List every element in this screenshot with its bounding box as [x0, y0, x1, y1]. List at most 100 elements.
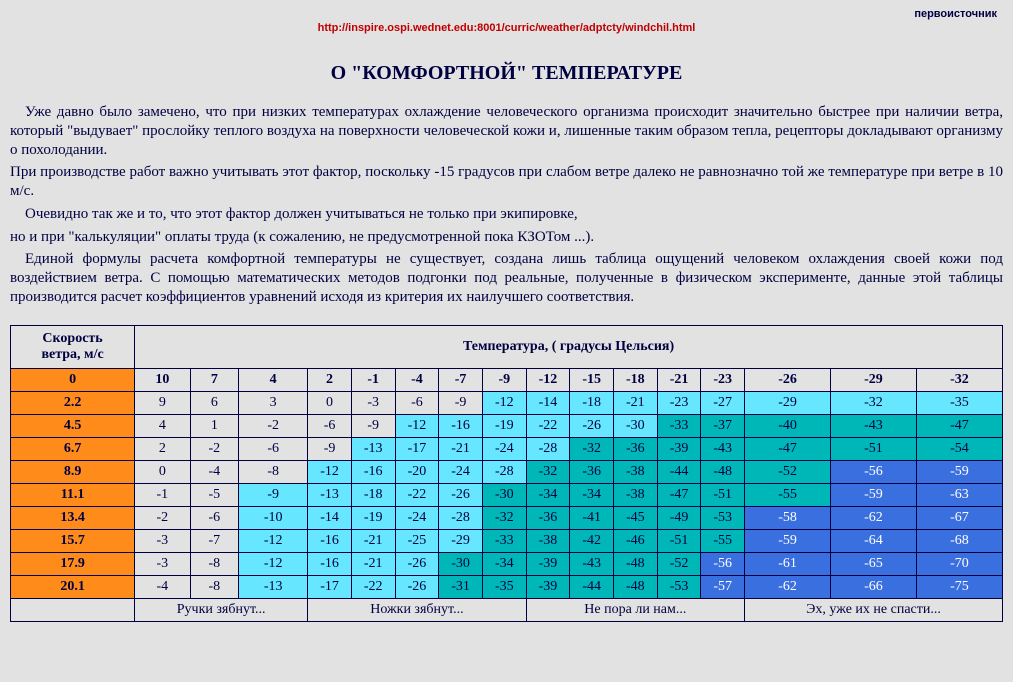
windchill-cell: -37	[701, 414, 745, 437]
windchill-cell: -13	[351, 437, 395, 460]
windchill-cell: -63	[916, 483, 1002, 506]
windchill-cell: -2	[135, 506, 190, 529]
windchill-cell: -14	[526, 391, 570, 414]
temperature-column-header: 10	[135, 368, 190, 391]
windchill-cell: -42	[570, 529, 614, 552]
windchill-cell: -24	[439, 460, 483, 483]
temperature-column-header: -29	[831, 368, 917, 391]
windchill-cell: -16	[351, 460, 395, 483]
temperature-header: Температура, ( градусы Цельсия)	[135, 325, 1003, 368]
windchill-cell: -70	[916, 552, 1002, 575]
windchill-cell: -45	[614, 506, 658, 529]
windchill-cell: -43	[701, 437, 745, 460]
windchill-table: Скоростьветра, м/сТемпература, ( градусы…	[10, 325, 1003, 622]
windchill-cell: -52	[657, 552, 701, 575]
source-link[interactable]: http://inspire.ospi.wednet.edu:8001/curr…	[10, 22, 1003, 34]
windchill-cell: -43	[831, 414, 917, 437]
windchill-cell: -18	[351, 483, 395, 506]
windchill-cell: -2	[239, 414, 308, 437]
windchill-cell: -18	[570, 391, 614, 414]
windchill-cell: -21	[614, 391, 658, 414]
windchill-cell: -32	[570, 437, 614, 460]
windchill-cell: 3	[239, 391, 308, 414]
temperature-column-header: -32	[916, 368, 1002, 391]
windchill-cell: -10	[239, 506, 308, 529]
windchill-cell: -64	[831, 529, 917, 552]
windchill-cell: -52	[745, 460, 831, 483]
windchill-cell: -51	[701, 483, 745, 506]
windchill-cell: -48	[614, 552, 658, 575]
windchill-cell: -6	[395, 391, 439, 414]
windchill-cell: -75	[916, 575, 1002, 598]
windchill-cell: -53	[701, 506, 745, 529]
windchill-cell: -21	[439, 437, 483, 460]
windchill-cell: -32	[482, 506, 526, 529]
windchill-cell: -33	[482, 529, 526, 552]
windchill-cell: -36	[526, 506, 570, 529]
windchill-cell: -20	[395, 460, 439, 483]
windchill-cell: -59	[916, 460, 1002, 483]
windchill-cell: -54	[916, 437, 1002, 460]
wind-speed-cell: 11.1	[11, 483, 135, 506]
temperature-column-header: -1	[351, 368, 395, 391]
footer-zone-label: Эх, уже их не спасти...	[745, 598, 1003, 621]
windchill-cell: -43	[570, 552, 614, 575]
windchill-cell: -56	[701, 552, 745, 575]
wind-speed-cell: 6.7	[11, 437, 135, 460]
windchill-cell: -5	[190, 483, 239, 506]
temperature-column-header: -18	[614, 368, 658, 391]
windchill-cell: -26	[395, 552, 439, 575]
wind-speed-cell: 20.1	[11, 575, 135, 598]
windchill-cell: -6	[239, 437, 308, 460]
temperature-column-header: -4	[395, 368, 439, 391]
windchill-cell: -9	[239, 483, 308, 506]
wind-speed-cell: 17.9	[11, 552, 135, 575]
footer-zone-label: Не пора ли нам...	[526, 598, 744, 621]
windchill-cell: -49	[657, 506, 701, 529]
windchill-cell: -19	[351, 506, 395, 529]
windchill-cell: -6	[190, 506, 239, 529]
windchill-cell: -26	[570, 414, 614, 437]
temperature-column-header: -9	[482, 368, 526, 391]
windchill-cell: -9	[439, 391, 483, 414]
windchill-cell: -38	[614, 460, 658, 483]
windchill-cell: -62	[831, 506, 917, 529]
windchill-cell: -35	[916, 391, 1002, 414]
temperature-column-header: -12	[526, 368, 570, 391]
windchill-cell: -32	[831, 391, 917, 414]
windchill-cell: -55	[745, 483, 831, 506]
windchill-cell: -30	[439, 552, 483, 575]
wind-speed-cell: 0	[11, 368, 135, 391]
windchill-cell: 6	[190, 391, 239, 414]
windchill-cell: -16	[308, 529, 352, 552]
windchill-cell: -27	[701, 391, 745, 414]
windchill-cell: -21	[351, 529, 395, 552]
corner-header: Скоростьветра, м/с	[11, 325, 135, 368]
windchill-cell: -38	[526, 529, 570, 552]
windchill-cell: -22	[351, 575, 395, 598]
wind-speed-cell: 15.7	[11, 529, 135, 552]
paragraph: Единой формулы расчета комфортной темпер…	[10, 250, 1003, 306]
temperature-column-header: 2	[308, 368, 352, 391]
windchill-cell: -26	[395, 575, 439, 598]
windchill-cell: -9	[308, 437, 352, 460]
footer-blank	[11, 598, 135, 621]
windchill-cell: -12	[482, 391, 526, 414]
windchill-cell: -2	[190, 437, 239, 460]
windchill-cell: -28	[439, 506, 483, 529]
windchill-cell: -67	[916, 506, 1002, 529]
windchill-cell: -35	[482, 575, 526, 598]
windchill-cell: -34	[526, 483, 570, 506]
windchill-cell: -65	[831, 552, 917, 575]
wind-speed-cell: 4.5	[11, 414, 135, 437]
windchill-cell: -9	[351, 414, 395, 437]
windchill-cell: -51	[657, 529, 701, 552]
windchill-cell: -21	[351, 552, 395, 575]
windchill-cell: -57	[701, 575, 745, 598]
page: первоисточник http://inspire.ospi.wednet…	[0, 0, 1013, 632]
windchill-cell: -56	[831, 460, 917, 483]
footer-zone-label: Ручки зябнут...	[135, 598, 308, 621]
windchill-cell: -12	[308, 460, 352, 483]
windchill-cell: -31	[439, 575, 483, 598]
temperature-column-header: 4	[239, 368, 308, 391]
